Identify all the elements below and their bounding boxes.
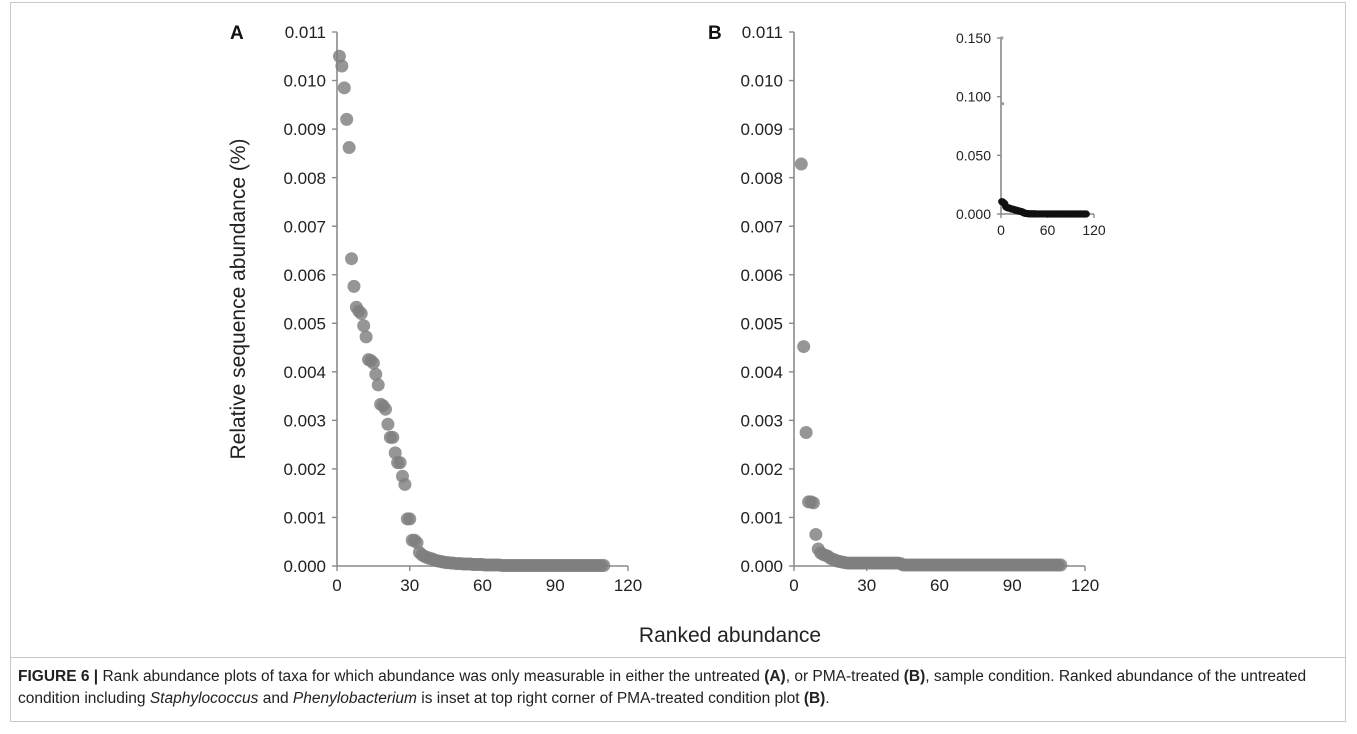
x-tick-label: 60 — [1040, 222, 1056, 238]
data-point — [799, 426, 813, 439]
x-tick-label: 0 — [789, 576, 798, 595]
y-tick-label: 0.004 — [740, 363, 783, 382]
x-tick-label: 120 — [614, 576, 642, 595]
panel-inset: 0.000 0.050 0.100 0.150 0 60 120 — [956, 30, 1106, 238]
data-point — [410, 536, 424, 550]
x-tick-label: 120 — [1071, 576, 1099, 595]
data-point — [403, 512, 417, 526]
data-point — [809, 527, 823, 541]
x-tick-label: 30 — [400, 576, 419, 595]
y-tick-label: 0.005 — [740, 314, 783, 333]
y-tick-label: 0.001 — [740, 509, 783, 528]
x-tick-label: 90 — [546, 576, 565, 595]
y-tick-label: 0.002 — [740, 460, 783, 479]
data-point — [379, 402, 392, 416]
panel-a: 0.000 0.001 0.002 0.003 0.004 0.005 0.006 0.007… — [227, 23, 642, 595]
y-tick-label: 0.009 — [283, 120, 326, 139]
data-point — [335, 59, 349, 73]
data-point — [366, 356, 380, 370]
panel-label: B — [708, 23, 722, 44]
caption-ref-a: (A) — [764, 668, 786, 685]
y-tick-label: 0.010 — [740, 72, 783, 91]
y-tick-label: 0.008 — [283, 169, 326, 188]
x-tick-label: 30 — [857, 576, 876, 595]
y-tick-label: 0.100 — [956, 89, 991, 105]
x-axis-label: Ranked abundance — [639, 624, 821, 647]
y-tick-label: 0.009 — [740, 120, 783, 139]
y-tick-label: 0.150 — [956, 30, 991, 46]
caption-text-6: . — [825, 690, 830, 707]
y-axis-label: Relative sequence abundance (%) — [227, 138, 250, 459]
data-point — [794, 157, 808, 171]
y-tick-label: 0.006 — [283, 266, 326, 285]
data-point — [332, 49, 346, 63]
caption-text-2: , or PMA-treated — [785, 668, 904, 685]
data-point — [386, 430, 400, 444]
data-point — [806, 496, 820, 510]
caption-taxon-2: Phenylobacterium — [292, 690, 417, 707]
data-point — [371, 378, 385, 392]
data-point — [359, 330, 373, 344]
data-point — [393, 456, 407, 470]
y-tick-label: 0.007 — [740, 217, 783, 236]
caption-divider — [10, 657, 1346, 658]
data-point — [337, 81, 351, 95]
y-tick-label: 0.005 — [283, 314, 326, 333]
data-point — [1054, 558, 1068, 572]
caption-label: FIGURE 6 | — [18, 668, 99, 685]
figure-frame — [10, 2, 1346, 722]
panel-label: A — [230, 23, 244, 44]
caption-ref-b2: (B) — [803, 690, 826, 707]
y-tick-label: 0.006 — [740, 266, 783, 285]
y-tick-label: 0.001 — [283, 509, 326, 528]
y-tick-label: 0.050 — [956, 147, 991, 163]
x-tick-label: 0 — [332, 576, 341, 595]
caption-text-4: and — [258, 690, 293, 707]
highlight-point — [1000, 102, 1005, 106]
figure-caption: FIGURE 6 | Rank abundance plots of taxa … — [18, 666, 1338, 710]
data-point — [388, 446, 402, 460]
data-point — [1082, 210, 1090, 218]
x-tick-label: 0 — [997, 222, 1005, 238]
y-tick-label: 0.003 — [283, 411, 326, 430]
y-tick-label: 0.000 — [740, 557, 783, 576]
data-point — [381, 417, 395, 431]
y-tick-label: 0.008 — [740, 169, 783, 188]
caption-taxon-1: Staphylococcus — [149, 690, 259, 707]
y-tick-label: 0.000 — [956, 206, 991, 222]
caption-text-1: Rank abundance plots of taxa for which a… — [98, 668, 765, 685]
caption-text-5: is inset at top right corner of PMA-trea… — [416, 690, 804, 707]
y-tick-label: 0.011 — [285, 23, 326, 42]
x-tick-label: 60 — [473, 576, 492, 595]
y-tick-label: 0.003 — [740, 411, 783, 430]
data-point — [597, 559, 611, 573]
y-tick-label: 0.002 — [283, 460, 326, 479]
data-point — [345, 252, 359, 266]
data-point — [354, 307, 368, 321]
data-point — [342, 141, 356, 155]
data-point — [369, 367, 383, 381]
data-point — [398, 477, 412, 491]
caption-text-3: , sample condition. Ranked abundance of … — [18, 668, 1307, 707]
x-tick-label: 120 — [1082, 222, 1106, 238]
y-tick-label: 0.000 — [283, 557, 326, 576]
y-tick-label: 0.011 — [742, 23, 783, 42]
panel-b: 0.000 0.001 0.002 0.003 0.004 0.005 0.006 0.007… — [708, 23, 1099, 595]
data-point — [797, 340, 811, 354]
y-tick-label: 0.007 — [283, 217, 326, 236]
x-tick-label: 60 — [930, 576, 949, 595]
y-tick-label: 0.010 — [283, 72, 326, 91]
y-tick-label: 0.004 — [283, 363, 326, 382]
x-tick-label: 90 — [1003, 576, 1022, 595]
caption-ref-b: (B) — [903, 668, 926, 685]
data-point — [340, 112, 354, 126]
highlight-point — [1000, 36, 1004, 40]
data-point — [357, 319, 371, 333]
data-point — [347, 279, 361, 293]
